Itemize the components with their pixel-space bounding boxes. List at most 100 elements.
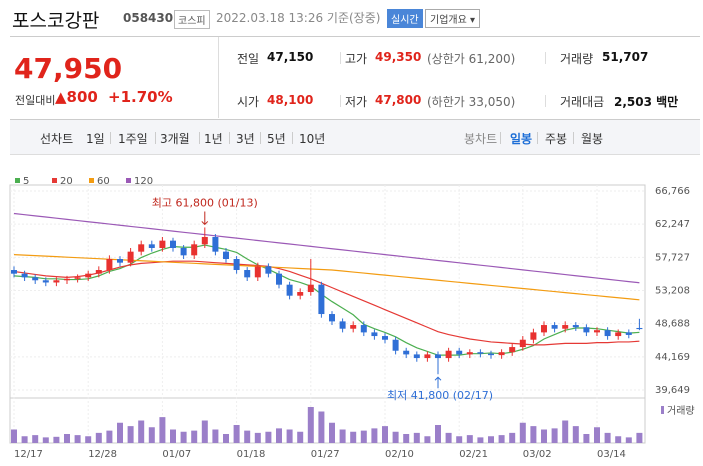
volume-bar xyxy=(562,420,569,443)
volume-bar xyxy=(32,435,39,443)
volume-bar xyxy=(265,431,272,443)
tab[interactable]: 10년 xyxy=(299,132,326,146)
x-tick-label: 01/18 xyxy=(237,449,266,460)
candle-body xyxy=(562,325,569,329)
candle-body xyxy=(53,280,60,283)
candle-body xyxy=(106,258,113,271)
tab[interactable]: 5년 xyxy=(267,132,286,146)
candle-body xyxy=(212,236,219,252)
tab[interactable]: 1일 xyxy=(86,132,105,146)
tab[interactable]: 일봉 xyxy=(510,132,533,146)
y-tick-label: 48,688 xyxy=(655,319,690,330)
company-button[interactable]: 기업개요 ▾ xyxy=(425,9,480,28)
volume-bar xyxy=(21,436,28,443)
tab: 봉차트 xyxy=(464,132,498,146)
candle-body xyxy=(95,270,102,274)
divider xyxy=(537,132,538,144)
change-pct: +1.70% xyxy=(108,88,173,106)
x-tick-label: 03/02 xyxy=(523,449,552,460)
legend-swatch xyxy=(89,178,94,183)
divider xyxy=(155,132,156,144)
candle-body xyxy=(11,270,17,274)
cell-note: (상한가 61,200) xyxy=(427,52,516,66)
volume-bar xyxy=(413,432,420,443)
volume-bar xyxy=(159,417,166,443)
volume-bar xyxy=(392,431,399,443)
x-tick-label: 03/14 xyxy=(597,449,626,460)
divider xyxy=(340,95,341,107)
volume-bar xyxy=(435,425,441,443)
volume-bar xyxy=(95,432,102,443)
x-tick-label: 12/17 xyxy=(14,449,43,460)
divider xyxy=(292,132,293,144)
volume-bar xyxy=(371,428,378,443)
divider xyxy=(218,37,219,118)
tab[interactable]: 월봉 xyxy=(581,132,604,146)
cell-value: 49,350 xyxy=(375,50,422,64)
cell-label: 거래대금 xyxy=(560,95,605,109)
candle-body xyxy=(572,325,579,328)
cell-label: 저가 xyxy=(345,95,368,109)
volume-bar xyxy=(180,431,187,443)
candle-body xyxy=(42,280,49,283)
candle-body xyxy=(339,321,346,329)
tab-bar xyxy=(10,120,700,155)
volume-bar xyxy=(466,435,473,443)
candle-body xyxy=(21,273,28,278)
tab[interactable]: 1년 xyxy=(204,132,223,146)
volume-bar xyxy=(148,427,155,443)
candle-body xyxy=(223,251,229,259)
volume-bar xyxy=(403,434,410,443)
candle-body xyxy=(159,240,166,248)
volume-bar xyxy=(212,429,219,443)
change: ▲800 xyxy=(55,88,98,106)
legend-label: 20 xyxy=(60,176,73,187)
change-label: 전일대비 xyxy=(15,94,56,107)
candle-body xyxy=(541,325,547,333)
tab[interactable]: 3개월 xyxy=(160,132,190,146)
volume-bar xyxy=(625,437,632,443)
volume-bar xyxy=(339,429,346,443)
cell-value: 51,707 xyxy=(602,50,649,64)
realtime-badge[interactable]: 실시간 xyxy=(387,9,423,28)
volume-bar xyxy=(170,429,176,443)
market-badge: 코스피 xyxy=(174,10,210,29)
tab[interactable]: 1주일 xyxy=(118,132,148,146)
volume-bar xyxy=(360,430,367,443)
cell-label: 고가 xyxy=(345,52,368,66)
y-tick-label: 44,169 xyxy=(655,352,690,363)
volume-bar xyxy=(509,432,516,443)
tab[interactable]: 3년 xyxy=(236,132,255,146)
volume-bar xyxy=(42,437,49,443)
quote-box xyxy=(10,36,700,120)
ma-line xyxy=(13,260,640,346)
candle-body xyxy=(445,350,452,359)
candle-body xyxy=(519,339,526,348)
candle-body xyxy=(604,330,611,337)
x-tick-label: 01/27 xyxy=(311,449,340,460)
volume-bar xyxy=(276,428,282,443)
candle-body xyxy=(191,244,198,256)
candle-body xyxy=(392,339,399,351)
candle-body xyxy=(32,277,39,281)
candle-body xyxy=(127,251,134,263)
stock-name: 포스코강판 xyxy=(12,10,100,32)
volume-bar xyxy=(244,430,251,443)
volume-bar xyxy=(85,436,92,443)
volume-bar xyxy=(445,432,452,443)
legend-label: 120 xyxy=(134,176,153,187)
cell-label: 전일 xyxy=(237,52,260,66)
divider xyxy=(260,132,261,144)
y-tick-label: 53,208 xyxy=(655,285,690,296)
stock-code: 058430 xyxy=(123,11,174,25)
candle-body xyxy=(403,350,410,355)
candle-body xyxy=(233,258,240,271)
price: 47,950 xyxy=(14,52,123,85)
volume-swatch xyxy=(661,406,664,414)
plot-frame xyxy=(9,184,646,444)
tab[interactable]: 주봉 xyxy=(545,132,568,146)
legend-swatch xyxy=(15,178,20,183)
candle-body xyxy=(509,347,516,353)
volume-bar xyxy=(297,431,304,443)
divider xyxy=(229,132,230,144)
